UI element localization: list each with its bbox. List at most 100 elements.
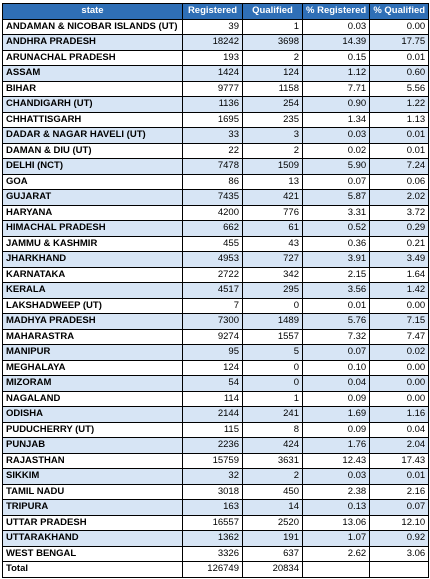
cell-state: MADHYA PRADESH — [2, 313, 183, 330]
cell-qualified: 241 — [242, 406, 303, 423]
table-row: HIMACHAL PRADESH 662 61 0.52 0.29 — [2, 220, 430, 237]
cell-percent-qualified: 0.00 — [369, 18, 430, 35]
cell-state: JHARKHAND — [2, 251, 183, 268]
cell-qualified: 3631 — [242, 452, 303, 469]
table-body: ANDAMAN & NICOBAR ISLANDS (UT) 39 1 0.03 0.0… — [2, 18, 430, 578]
cell-percent-qualified: 1.22 — [369, 96, 430, 113]
table-row: HARYANA 4200 776 3.31 3.72 — [2, 204, 430, 221]
table-row: DELHI (NCT) 7478 1509 5.90 7.24 — [2, 158, 430, 175]
cell-state: MEGHALAYA — [2, 359, 183, 376]
cell-registered: 163 — [182, 499, 243, 516]
cell-percent-registered: 0.09 — [301, 421, 371, 438]
cell-qualified: 124 — [242, 65, 303, 82]
cell-state: GOA — [2, 173, 183, 190]
cell-state: WEST BENGAL — [2, 545, 183, 562]
cell-qualified: 1489 — [242, 313, 303, 330]
cell-qualified: 1 — [242, 390, 303, 407]
cell-registered: 115 — [182, 421, 243, 438]
cell-percent-registered: 0.36 — [301, 235, 371, 252]
cell-percent-qualified: 0.00 — [369, 375, 430, 392]
cell-percent-qualified: 0.00 — [369, 390, 430, 407]
cell-percent-registered: 0.90 — [301, 96, 371, 113]
cell-state: MANIPUR — [2, 344, 183, 361]
cell-percent-qualified: 0.01 — [369, 468, 430, 485]
table-row: TAMIL NADU 3018 450 2.38 2.16 — [2, 483, 430, 500]
cell-percent-qualified: 0.60 — [369, 65, 430, 82]
cell-qualified: 2 — [242, 468, 303, 485]
cell-qualified: 235 — [242, 111, 303, 128]
cell-percent-registered: 3.91 — [301, 251, 371, 268]
cell-state: TAMIL NADU — [2, 483, 183, 500]
table-row: KARNATAKA 2722 342 2.15 1.64 — [2, 266, 430, 283]
cell-qualified: 421 — [242, 189, 303, 206]
cell-registered: 9274 — [182, 328, 243, 345]
table-row: BIHAR 9777 1158 7.71 5.56 — [2, 80, 430, 97]
header-percent-qualified[interactable]: % Qualified — [369, 3, 430, 20]
cell-qualified: 13 — [242, 173, 303, 190]
cell-percent-qualified: 0.00 — [369, 359, 430, 376]
cell-registered: 22 — [182, 142, 243, 159]
table-row: MAHARASTRA 9274 1557 7.32 7.47 — [2, 328, 430, 345]
table-row: ANDAMAN & NICOBAR ISLANDS (UT) 39 1 0.03 0.0… — [2, 18, 430, 35]
cell-percent-registered: 0.02 — [301, 142, 371, 159]
cell-registered: 15759 — [182, 452, 243, 469]
cell-registered: 4517 — [182, 282, 243, 299]
cell-percent-registered: 5.90 — [301, 158, 371, 175]
cell-qualified: 0 — [242, 375, 303, 392]
state-results-table: state Registered Qualified % Registered … — [2, 3, 430, 578]
cell-state: CHHATTISGARH — [2, 111, 183, 128]
cell-state: ANDAMAN & NICOBAR ISLANDS (UT) — [2, 18, 183, 35]
cell-registered: 7 — [182, 297, 243, 314]
cell-qualified: 2520 — [242, 514, 303, 531]
cell-registered: 33 — [182, 127, 243, 144]
cell-registered: 3018 — [182, 483, 243, 500]
table-row: MADHYA PRADESH 7300 1489 5.76 7.15 — [2, 313, 430, 330]
cell-state: KARNATAKA — [2, 266, 183, 283]
table-row: JHARKHAND 4953 727 3.91 3.49 — [2, 251, 430, 268]
cell-percent-registered: 3.31 — [301, 204, 371, 221]
cell-registered: 32 — [182, 468, 243, 485]
cell-percent-registered: 0.07 — [301, 344, 371, 361]
table-row: GUJARAT 7435 421 5.87 2.02 — [2, 189, 430, 206]
cell-percent-qualified: 0.92 — [369, 530, 430, 547]
cell-state: JAMMU & KASHMIR — [2, 235, 183, 252]
cell-percent-qualified: 17.75 — [369, 34, 430, 51]
cell-qualified: 450 — [242, 483, 303, 500]
header-qualified[interactable]: Qualified — [242, 3, 303, 20]
cell-registered: 455 — [182, 235, 243, 252]
cell-registered: 662 — [182, 220, 243, 237]
cell-registered: 124 — [182, 359, 243, 376]
cell-percent-registered: 0.03 — [301, 468, 371, 485]
cell-state: KERALA — [2, 282, 183, 299]
cell-state: PUNJAB — [2, 437, 183, 454]
cell-registered: 1424 — [182, 65, 243, 82]
header-registered[interactable]: Registered — [182, 3, 243, 20]
cell-qualified: 2 — [242, 142, 303, 159]
cell-percent-registered: 1.34 — [301, 111, 371, 128]
cell-percent-qualified: 0.00 — [369, 297, 430, 314]
cell-percent-qualified: 0.06 — [369, 173, 430, 190]
cell-percent-registered: 13.06 — [301, 514, 371, 531]
cell-qualified: 637 — [242, 545, 303, 562]
cell-percent-registered: 1.69 — [301, 406, 371, 423]
cell-percent-registered: 12.43 — [301, 452, 371, 469]
cell-state: TRIPURA — [2, 499, 183, 516]
cell-qualified: 5 — [242, 344, 303, 361]
header-percent-registered[interactable]: % Registered — [301, 3, 371, 20]
cell-percent-registered: 1.76 — [301, 437, 371, 454]
header-row: state Registered Qualified % Registered … — [2, 3, 430, 20]
cell-percent-qualified: 7.15 — [369, 313, 430, 330]
cell-qualified: 0 — [242, 297, 303, 314]
cell-percent-qualified: 3.06 — [369, 545, 430, 562]
cell-registered: 7478 — [182, 158, 243, 175]
table-row: RAJASTHAN 15759 3631 12.43 17.43 — [2, 452, 430, 469]
total-percent-qualified — [369, 561, 430, 578]
cell-percent-qualified: 2.16 — [369, 483, 430, 500]
header-state[interactable]: state — [2, 3, 183, 20]
cell-qualified: 8 — [242, 421, 303, 438]
cell-state: GUJARAT — [2, 189, 183, 206]
cell-percent-qualified: 0.01 — [369, 127, 430, 144]
cell-percent-qualified: 1.13 — [369, 111, 430, 128]
cell-state: NAGALAND — [2, 390, 183, 407]
table-row: TRIPURA 163 14 0.13 0.07 — [2, 499, 430, 516]
